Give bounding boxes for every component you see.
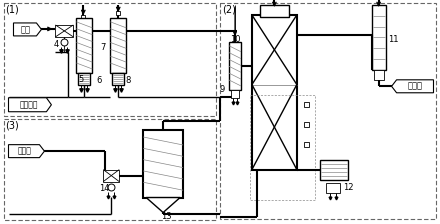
- Bar: [4, 3, 216, 116]
- Text: 13: 13: [161, 213, 172, 222]
- Bar: [77, 18, 92, 73]
- Bar: [326, 183, 340, 193]
- Bar: [372, 5, 385, 70]
- Text: 7: 7: [100, 43, 106, 52]
- Polygon shape: [392, 80, 433, 93]
- Text: 4: 4: [53, 40, 59, 49]
- Text: (2): (2): [222, 5, 236, 15]
- Bar: [81, 15, 85, 19]
- Text: 8: 8: [125, 76, 131, 85]
- Text: 10: 10: [230, 35, 241, 44]
- Bar: [143, 130, 183, 198]
- Text: 12: 12: [343, 183, 353, 192]
- Text: (3): (3): [6, 121, 19, 131]
- Bar: [4, 119, 216, 220]
- Bar: [116, 11, 120, 15]
- Bar: [110, 18, 126, 73]
- Text: 有机溶剂: 有机溶剂: [19, 100, 38, 109]
- Text: 尾气: 尾气: [21, 25, 30, 34]
- Polygon shape: [14, 23, 41, 36]
- Bar: [250, 95, 315, 200]
- Polygon shape: [8, 98, 51, 112]
- Bar: [229, 42, 241, 90]
- Bar: [55, 25, 73, 37]
- Text: 11: 11: [388, 35, 398, 44]
- Bar: [320, 160, 348, 180]
- Bar: [78, 73, 90, 85]
- Bar: [103, 170, 119, 182]
- Text: 5: 5: [78, 75, 84, 84]
- Polygon shape: [146, 198, 180, 213]
- Text: 6: 6: [96, 76, 102, 85]
- Text: 副产品: 副产品: [18, 147, 31, 156]
- Text: (1): (1): [6, 5, 19, 15]
- Bar: [304, 102, 309, 107]
- Bar: [231, 90, 239, 98]
- Polygon shape: [8, 145, 44, 158]
- Bar: [252, 15, 297, 170]
- Bar: [304, 122, 309, 127]
- Bar: [260, 5, 289, 17]
- Bar: [374, 70, 384, 80]
- Bar: [304, 142, 309, 147]
- Text: 14: 14: [99, 183, 110, 193]
- Text: 9: 9: [219, 85, 224, 94]
- Text: 氟化氢: 氟化氢: [408, 82, 423, 91]
- Bar: [220, 3, 436, 220]
- Bar: [112, 73, 124, 85]
